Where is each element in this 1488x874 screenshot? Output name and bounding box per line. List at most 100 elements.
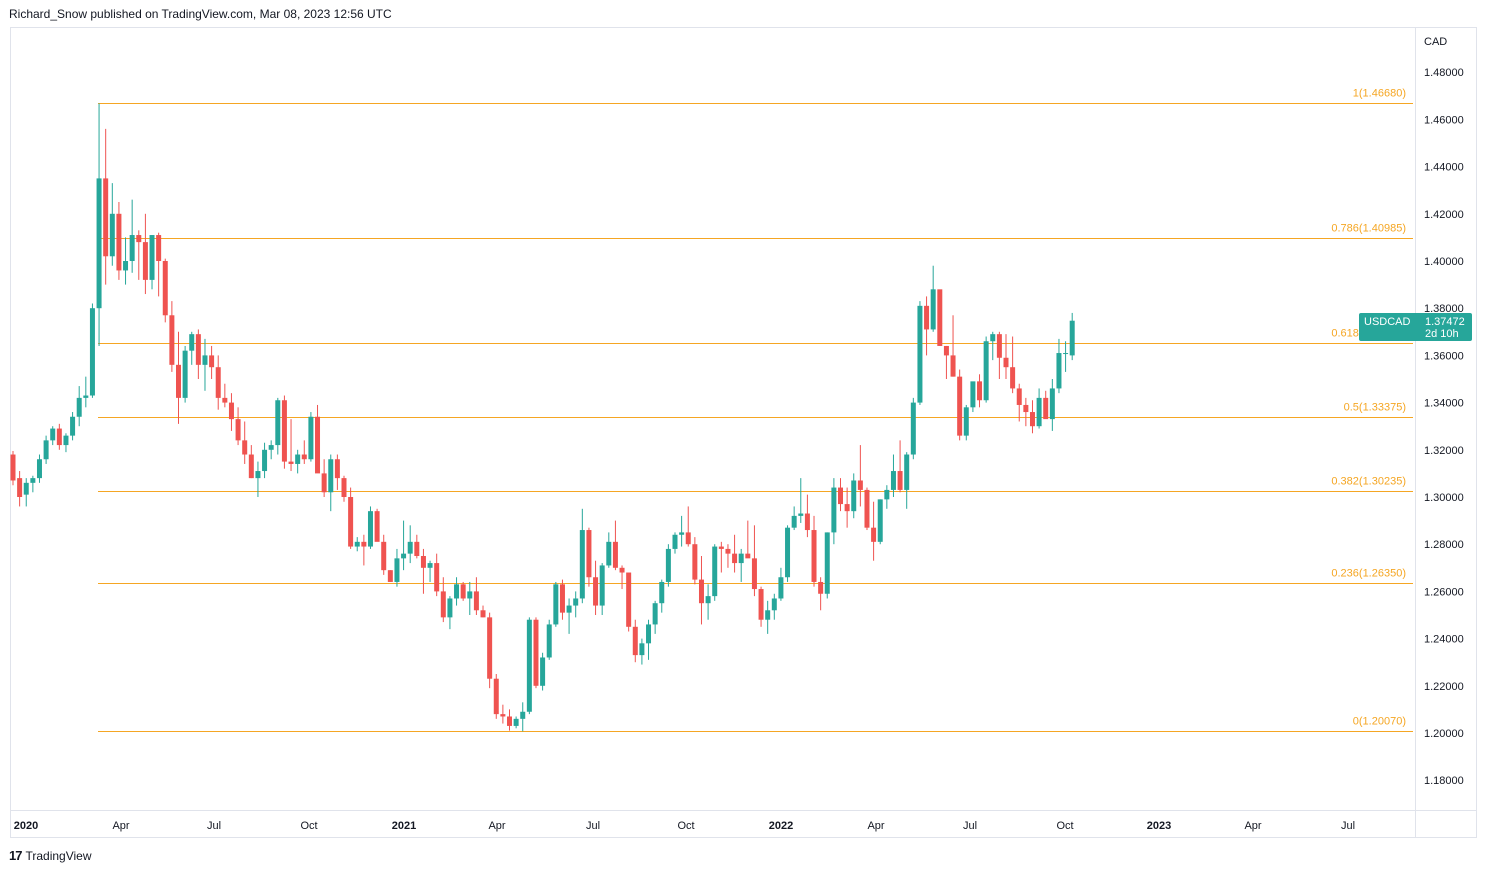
- candle[interactable]: [162, 258, 168, 323]
- candle[interactable]: [924, 296, 930, 356]
- candle[interactable]: [857, 445, 863, 507]
- candle[interactable]: [738, 548, 744, 582]
- candle[interactable]: [189, 331, 195, 365]
- candle[interactable]: [295, 449, 301, 474]
- candle[interactable]: [718, 541, 724, 573]
- candle[interactable]: [427, 560, 433, 582]
- tradingview-brand[interactable]: 17 TradingView: [9, 848, 92, 863]
- candle[interactable]: [838, 478, 843, 512]
- candle[interactable]: [943, 345, 949, 379]
- candle[interactable]: [1043, 390, 1049, 420]
- candle[interactable]: [679, 515, 685, 547]
- candle[interactable]: [705, 584, 711, 620]
- candle[interactable]: [43, 435, 49, 464]
- candle[interactable]: [156, 232, 162, 297]
- candle[interactable]: [804, 494, 810, 538]
- candle[interactable]: [281, 395, 287, 469]
- candle[interactable]: [23, 478, 29, 507]
- candle[interactable]: [149, 235, 155, 290]
- candle[interactable]: [824, 532, 830, 599]
- candle[interactable]: [460, 581, 466, 601]
- candle[interactable]: [493, 674, 499, 719]
- candle[interactable]: [308, 412, 314, 462]
- candle[interactable]: [586, 527, 592, 587]
- candle[interactable]: [1023, 397, 1029, 427]
- candle[interactable]: [262, 442, 268, 479]
- candle[interactable]: [665, 544, 671, 587]
- candle[interactable]: [579, 508, 585, 604]
- chart-frame[interactable]: [10, 27, 1477, 838]
- candle[interactable]: [685, 506, 691, 547]
- candle[interactable]: [129, 199, 135, 273]
- candle[interactable]: [745, 520, 751, 559]
- candle[interactable]: [771, 593, 777, 620]
- candle[interactable]: [970, 381, 976, 413]
- candle[interactable]: [454, 577, 460, 606]
- candle[interactable]: [937, 289, 943, 346]
- candle[interactable]: [632, 619, 638, 663]
- candle[interactable]: [354, 537, 360, 552]
- candle[interactable]: [864, 487, 870, 531]
- candle[interactable]: [30, 475, 36, 493]
- candle[interactable]: [387, 570, 393, 582]
- candle[interactable]: [606, 532, 612, 568]
- candle[interactable]: [1003, 334, 1009, 379]
- candle[interactable]: [301, 440, 307, 464]
- candle[interactable]: [553, 581, 559, 627]
- candle[interactable]: [612, 520, 618, 571]
- candle[interactable]: [1049, 379, 1055, 431]
- candle[interactable]: [751, 525, 757, 597]
- candle[interactable]: [328, 454, 334, 512]
- candle[interactable]: [930, 265, 936, 332]
- candle[interactable]: [235, 407, 241, 446]
- candle[interactable]: [202, 338, 208, 391]
- candle[interactable]: [420, 548, 426, 594]
- candle[interactable]: [732, 534, 738, 573]
- candle[interactable]: [83, 376, 89, 408]
- candle[interactable]: [758, 586, 764, 627]
- candle[interactable]: [890, 454, 896, 497]
- candle[interactable]: [123, 237, 129, 285]
- candle[interactable]: [593, 560, 599, 615]
- candle[interactable]: [103, 128, 109, 285]
- candle[interactable]: [897, 440, 903, 493]
- candle[interactable]: [182, 345, 188, 403]
- candle[interactable]: [526, 617, 532, 715]
- candle[interactable]: [977, 374, 983, 408]
- candle[interactable]: [374, 508, 380, 542]
- candle[interactable]: [268, 440, 274, 460]
- candle[interactable]: [513, 716, 519, 729]
- candle[interactable]: [963, 404, 969, 441]
- candle[interactable]: [76, 386, 82, 427]
- candle[interactable]: [646, 619, 652, 660]
- candle[interactable]: [242, 421, 248, 464]
- candle[interactable]: [394, 548, 400, 587]
- candle[interactable]: [990, 331, 996, 361]
- candle[interactable]: [361, 534, 367, 566]
- candle[interactable]: [652, 600, 658, 634]
- candle[interactable]: [473, 577, 479, 615]
- candle[interactable]: [957, 369, 963, 441]
- candle[interactable]: [871, 501, 877, 561]
- candle[interactable]: [434, 553, 440, 597]
- candle[interactable]: [1056, 338, 1062, 394]
- candle[interactable]: [480, 605, 486, 618]
- candle[interactable]: [877, 499, 883, 545]
- candle[interactable]: [288, 419, 294, 472]
- candle[interactable]: [811, 515, 817, 587]
- candle[interactable]: [791, 506, 797, 531]
- candle[interactable]: [136, 230, 142, 280]
- candle[interactable]: [851, 473, 857, 519]
- time-axis[interactable]: 2020 Apr Jul Oct 2021 Apr Jul Oct 2022 Apr Jul Oct 2…: [14, 820, 1355, 832]
- candle[interactable]: [904, 452, 910, 509]
- candle[interactable]: [917, 301, 923, 405]
- candle[interactable]: [56, 423, 62, 450]
- candle[interactable]: [50, 426, 56, 446]
- candle[interactable]: [778, 567, 784, 601]
- candle[interactable]: [698, 556, 704, 625]
- candle[interactable]: [222, 383, 228, 408]
- candle[interactable]: [983, 336, 989, 403]
- candle[interactable]: [315, 404, 321, 474]
- candle[interactable]: [659, 579, 665, 613]
- price-axis[interactable]: 1.48000 1.46000 1.44000 1.42000 1.40000 1.380…: [1424, 67, 1464, 787]
